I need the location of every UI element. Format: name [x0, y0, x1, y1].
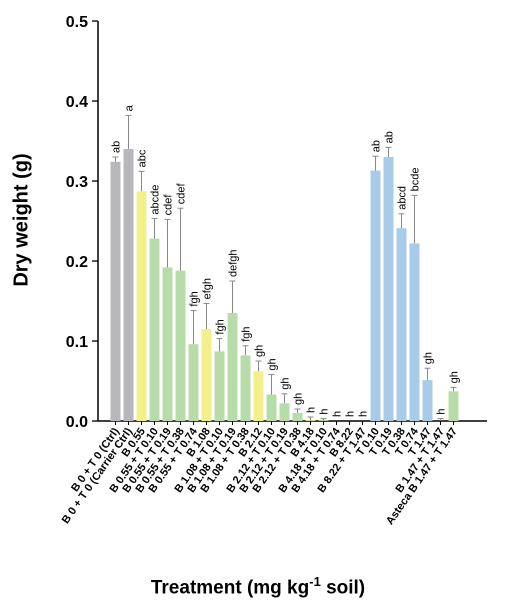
y-tick-label: 0.4: [66, 94, 88, 111]
bar: [279, 403, 290, 421]
significance-letter: cdef: [176, 182, 188, 204]
bar: [188, 344, 199, 421]
y-tick-label: 0.0: [66, 414, 88, 431]
bar: [383, 157, 394, 421]
significance-letter: h: [319, 408, 331, 414]
y-tick-label: 0.1: [66, 334, 88, 351]
significance-letter: fgh: [215, 319, 227, 334]
x-axis-label-text: Treatment (mg kg: [150, 577, 310, 599]
bar: [305, 420, 316, 421]
bar: [123, 149, 134, 421]
significance-letter: abc: [137, 149, 149, 167]
significance-letter: gh: [267, 358, 279, 370]
significance-letter: ab: [371, 140, 383, 152]
significance-letter: abcd: [397, 186, 409, 210]
significance-letter: cdef: [163, 194, 175, 216]
significance-letter: h: [345, 411, 357, 417]
bar: [292, 413, 303, 421]
significance-letter: fgh: [189, 291, 201, 306]
bar: [175, 270, 186, 421]
bar: [318, 420, 329, 421]
bar: [149, 238, 160, 421]
bar: [396, 228, 407, 421]
x-axis-label: Treatment (mg kg-1 soil): [0, 574, 516, 599]
significance-letter: efgh: [202, 278, 214, 299]
bar: [422, 380, 433, 421]
bar: [214, 351, 225, 421]
bar: [253, 371, 264, 421]
bar: [110, 161, 121, 422]
significance-letter: gh: [280, 378, 292, 390]
bar: [409, 243, 420, 421]
y-axis-label: Dry weight (g): [10, 153, 33, 287]
x-axis-label-suffix: soil): [320, 577, 366, 599]
significance-letter: defgh: [228, 249, 240, 277]
significance-letter: gh: [423, 352, 435, 364]
significance-letter: fgh: [241, 327, 253, 342]
significance-letter: bcde: [410, 168, 422, 192]
bar: [448, 391, 459, 421]
significance-letter: h: [358, 411, 370, 417]
significance-letter: h: [332, 411, 344, 417]
significance-letter: gh: [449, 371, 461, 383]
y-tick-label: 0.3: [66, 174, 88, 191]
bar: [162, 267, 173, 421]
y-tick-label: 0.5: [66, 14, 88, 31]
bar: [240, 355, 251, 421]
significance-letter: ab: [111, 141, 123, 153]
significance-letter: ab: [384, 131, 396, 143]
significance-letter: h: [306, 407, 318, 413]
bar: [227, 313, 238, 421]
bar: [201, 329, 212, 421]
y-tick-label: 0.2: [66, 254, 88, 271]
bar: [370, 170, 381, 421]
x-axis-label-exponent: -1: [309, 574, 321, 589]
significance-letter: abcde: [150, 185, 162, 215]
bar: [266, 394, 277, 421]
significance-letter: h: [436, 408, 448, 414]
significance-letter: a: [124, 104, 136, 111]
significance-letter: gh: [254, 345, 266, 357]
significance-letter: gh: [293, 393, 305, 405]
bar: [136, 191, 147, 421]
